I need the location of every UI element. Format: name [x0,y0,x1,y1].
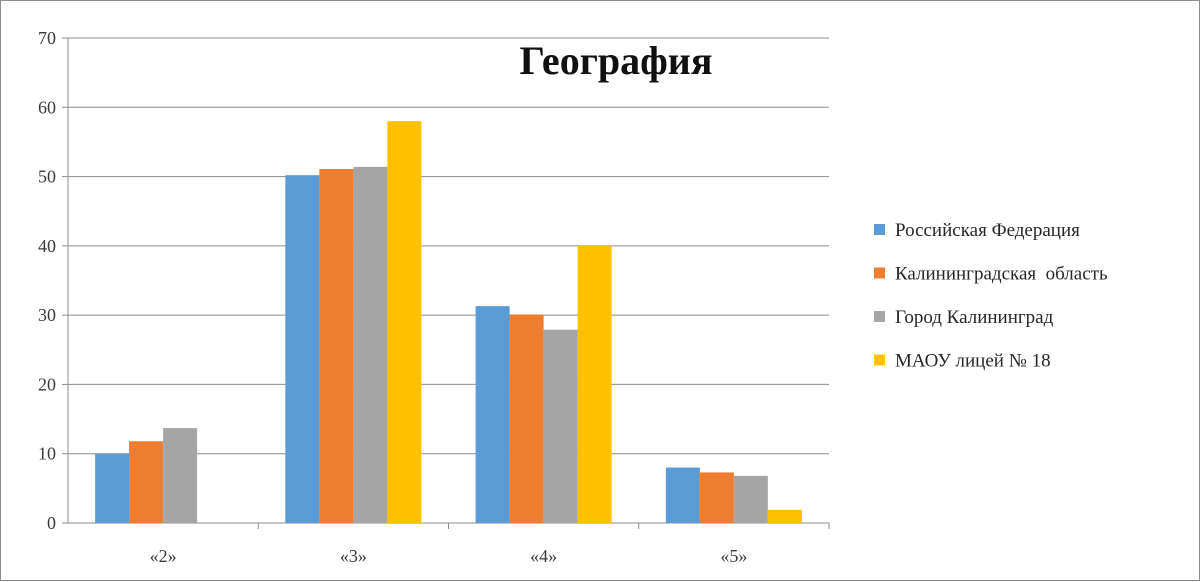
bar-3-0 [665,467,700,523]
x-tick-label: «3» [340,546,367,566]
legend-label: МАОУ лицей № 18 [895,351,1051,372]
bar-1-3 [387,121,422,524]
chart-title: География [520,38,713,83]
legend-swatch [874,224,885,235]
legend: Российская Федерация Калининградская обла… [874,220,1108,372]
y-tick-label: 0 [47,513,56,533]
bars [95,121,802,524]
bar-3-2 [733,475,768,523]
y-tick-label: 40 [38,236,56,256]
y-tick-label: 50 [38,167,56,187]
y-tick-label: 70 [38,28,56,48]
legend-swatch [874,267,885,279]
y-tick-label: 20 [38,374,56,394]
bar-2-2 [543,329,578,523]
bar-3-3 [767,509,802,523]
bar-3-1 [699,472,734,523]
legend-label: Город Калининград [895,307,1054,328]
x-tick-label: «5» [720,546,747,566]
legend-label: Калининградская область [895,264,1108,285]
x-tick-label: «4» [530,546,557,566]
bar-0-1 [129,441,164,523]
legend-swatch [874,354,885,366]
legend-label: Российская Федерация [895,220,1080,241]
bar-0-0 [95,453,130,523]
bar-2-0 [475,306,510,523]
legend-swatch [874,311,885,322]
gridlines [68,37,829,455]
x-tick-label: «2» [150,546,177,566]
bar-2-1 [509,314,544,523]
y-tick-label: 10 [38,444,56,464]
bar-1-2 [353,166,388,523]
y-tick-label: 30 [38,305,56,325]
bar-1-1 [319,168,354,523]
y-tick-label: 60 [38,97,56,117]
tick-labels: 0 10 20 30 40 50 60 70 «2» «3» «4» «5» [38,28,747,566]
bar-0-2 [163,428,198,523]
bar-1-0 [285,175,320,523]
bar-2-3 [577,245,612,523]
